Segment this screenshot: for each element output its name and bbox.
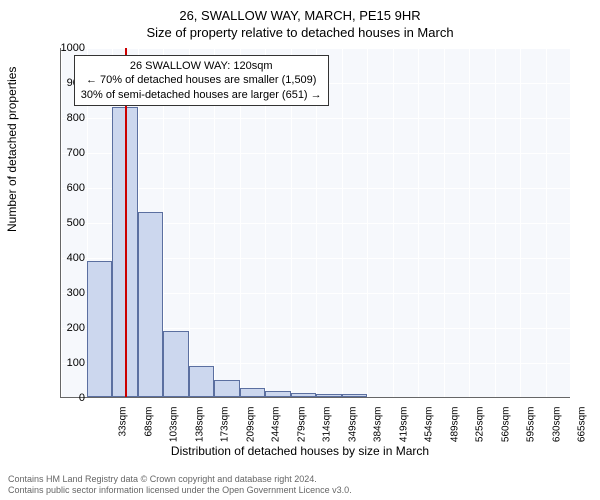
y-tick-label: 500	[45, 217, 85, 229]
chart-title-main: 26, SWALLOW WAY, MARCH, PE15 9HR	[0, 0, 600, 23]
gridline-v	[571, 48, 572, 397]
histogram-bar	[265, 391, 291, 397]
chart-container: 26 SWALLOW WAY: 120sqm← 70% of detached …	[60, 48, 570, 428]
histogram-bar	[138, 212, 164, 398]
gridline-v	[342, 48, 343, 397]
gridline-v	[393, 48, 394, 397]
histogram-bar	[87, 261, 113, 398]
y-tick-label: 600	[45, 182, 85, 194]
gridline-v	[469, 48, 470, 397]
y-tick-label: 100	[45, 357, 85, 369]
gridline-v	[546, 48, 547, 397]
plot-area: 26 SWALLOW WAY: 120sqm← 70% of detached …	[60, 48, 570, 398]
y-tick-label: 800	[45, 112, 85, 124]
y-tick-label: 0	[45, 392, 85, 404]
y-tick-label: 200	[45, 322, 85, 334]
gridline-h	[61, 398, 570, 399]
annotation-line: ← 70% of detached houses are smaller (1,…	[81, 73, 322, 87]
y-tick-label: 700	[45, 147, 85, 159]
footer-attribution: Contains HM Land Registry data © Crown c…	[8, 474, 352, 496]
gridline-v	[520, 48, 521, 397]
annotation-line: 30% of semi-detached houses are larger (…	[81, 88, 322, 102]
gridline-v	[495, 48, 496, 397]
annotation-line: 26 SWALLOW WAY: 120sqm	[81, 59, 322, 73]
y-tick-label: 300	[45, 287, 85, 299]
x-axis-label: Distribution of detached houses by size …	[0, 444, 600, 458]
footer-line-2: Contains public sector information licen…	[8, 485, 352, 496]
y-tick-label: 1000	[45, 42, 85, 54]
gridline-v	[444, 48, 445, 397]
histogram-bar	[291, 393, 317, 397]
gridline-v	[418, 48, 419, 397]
y-tick-label: 400	[45, 252, 85, 264]
footer-line-1: Contains HM Land Registry data © Crown c…	[8, 474, 352, 485]
y-axis-label: Number of detached properties	[5, 67, 19, 232]
histogram-bar	[342, 394, 368, 397]
histogram-bar	[163, 331, 189, 398]
chart-title-sub: Size of property relative to detached ho…	[0, 23, 600, 40]
annotation-box: 26 SWALLOW WAY: 120sqm← 70% of detached …	[74, 55, 329, 106]
gridline-v	[367, 48, 368, 397]
histogram-bar	[316, 394, 342, 398]
histogram-bar	[240, 388, 266, 397]
histogram-bar	[214, 380, 240, 398]
histogram-bar	[189, 366, 215, 398]
